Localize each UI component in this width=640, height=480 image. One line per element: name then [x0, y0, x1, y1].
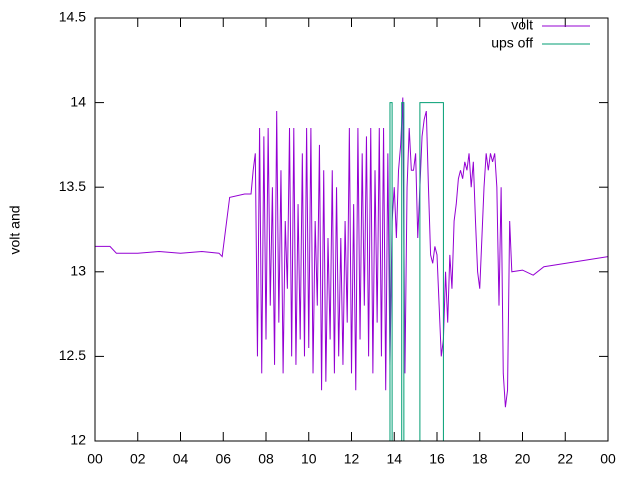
y-tick-label: 13.5	[59, 178, 86, 194]
x-tick-label: 14	[386, 451, 402, 467]
plot-area	[95, 97, 608, 441]
y-axis-label: volt and	[7, 205, 23, 254]
x-tick-label: 00	[600, 451, 616, 467]
x-tick-label: 10	[301, 451, 317, 467]
y-tick-label: 14	[70, 93, 86, 109]
data-line	[389, 102, 444, 441]
y-tick-label: 12.5	[59, 347, 86, 363]
y-tick-label: 12	[70, 432, 86, 448]
x-tick-label: 02	[130, 451, 146, 467]
legend-label: volt	[511, 17, 533, 33]
x-tick-label: 16	[429, 451, 445, 467]
x-tick-label: 20	[515, 451, 531, 467]
y-tick-label: 13	[70, 263, 86, 279]
y-tick-label: 14.5	[59, 9, 86, 25]
x-tick-label: 04	[173, 451, 189, 467]
x-tick-label: 18	[472, 451, 488, 467]
x-tick-label: 06	[215, 451, 231, 467]
x-tick-label: 12	[344, 451, 360, 467]
plot-border	[94, 17, 609, 442]
x-tick-label: 08	[258, 451, 274, 467]
x-tick-label: 00	[87, 451, 103, 467]
x-tick-label: 22	[557, 451, 573, 467]
legend-label: ups off	[491, 35, 533, 51]
data-line	[95, 97, 608, 408]
